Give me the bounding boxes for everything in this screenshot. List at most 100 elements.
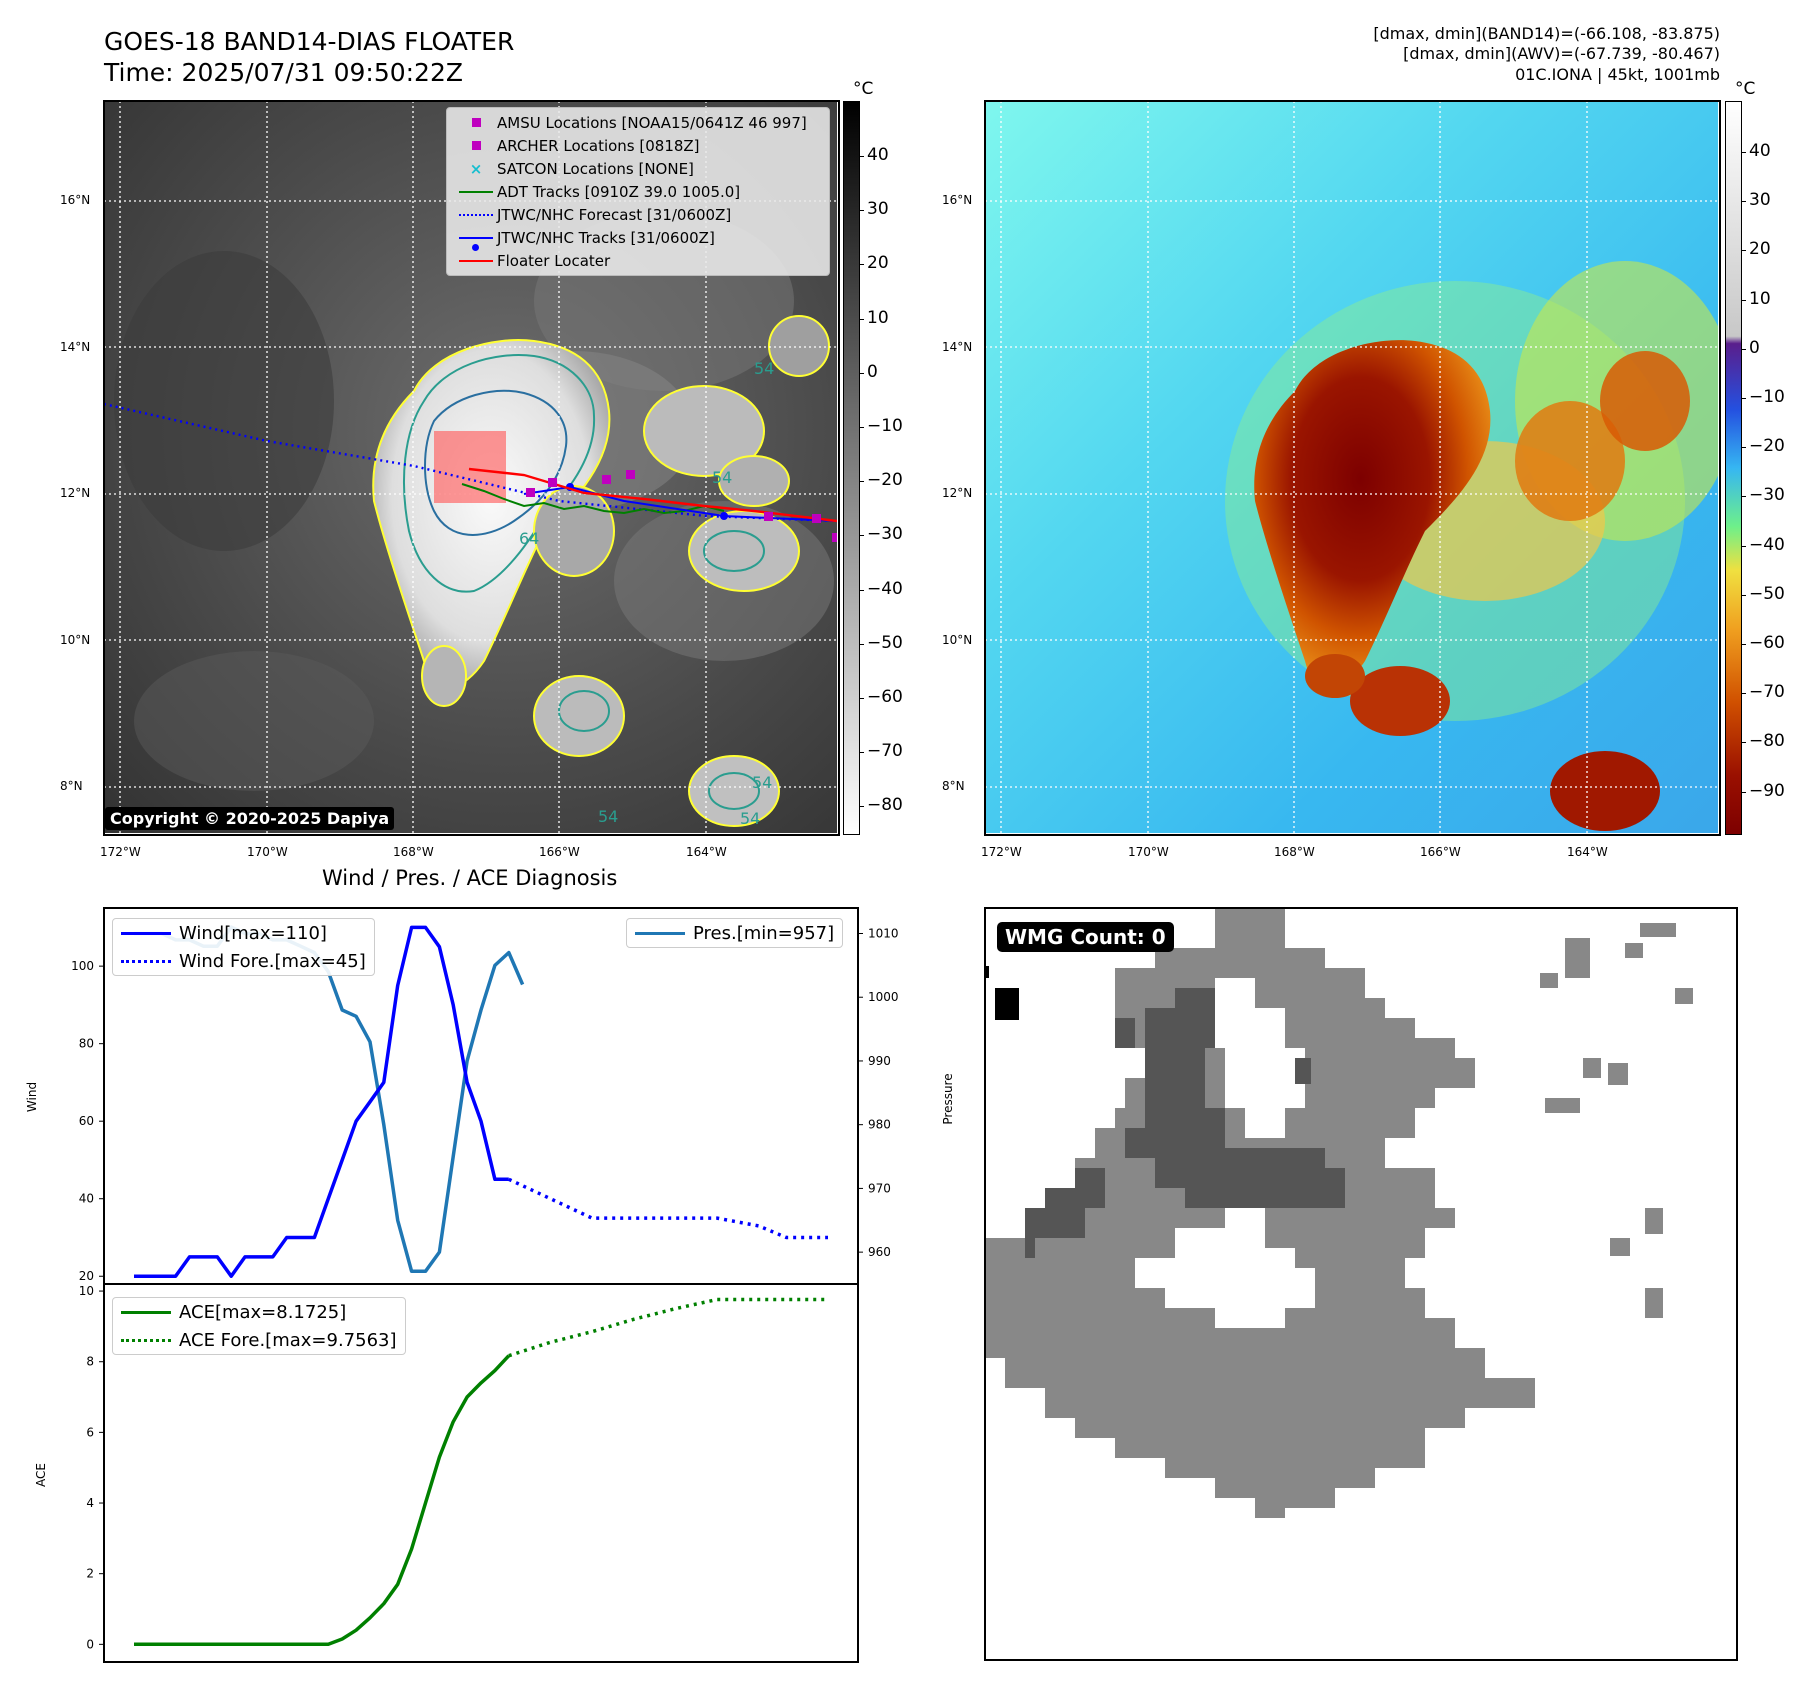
wind-tick-label: 80 bbox=[79, 1037, 94, 1051]
awv-colorbar-unit: °C bbox=[1735, 79, 1756, 99]
awv-colorbar-tick-label: −60 bbox=[1749, 633, 1785, 653]
figure-title: GOES-18 BAND14-DIAS FLOATER bbox=[104, 27, 515, 56]
contour-label: 54 bbox=[754, 359, 775, 378]
ace-forecast-line bbox=[508, 1297, 828, 1358]
ir-colorbar-tick-mark bbox=[859, 535, 864, 537]
x-marker-icon: × bbox=[469, 159, 483, 178]
ir-colorbar-tick-label: 0 bbox=[867, 361, 878, 382]
awv-colorbar-tick-label: −10 bbox=[1749, 387, 1785, 407]
square-marker-icon bbox=[471, 141, 481, 150]
contour-label: 64 bbox=[519, 529, 540, 548]
ir-colorbar-tick-mark bbox=[859, 210, 864, 212]
ir-lon-label: 164°W bbox=[686, 845, 727, 859]
awv-colorbar-tick-mark bbox=[1741, 693, 1746, 695]
ace-tick-label: 10 bbox=[79, 1284, 94, 1298]
wind-line bbox=[134, 925, 509, 1278]
awv-colorbar-tick-mark bbox=[1741, 152, 1746, 153]
line-icon bbox=[635, 931, 685, 935]
amsu-markers bbox=[526, 470, 841, 542]
legend-item-ace-forecast: ACE Fore.[max=9.7563] bbox=[113, 1326, 405, 1354]
awv-colorbar-tick-mark bbox=[1741, 594, 1746, 596]
ir-lon-label: 172°W bbox=[100, 845, 141, 859]
legend-item-jtwc: JTWC/NHC Tracks [31/0600Z] bbox=[447, 226, 829, 251]
awv-lat-label: 10°N bbox=[942, 633, 973, 647]
line-dot-icon bbox=[459, 236, 493, 239]
ir-colorbar-tick-label: −30 bbox=[867, 524, 903, 545]
ir-colorbar-tick-mark bbox=[859, 264, 864, 266]
ir-colorbar-tick-mark bbox=[859, 806, 864, 808]
floater-line bbox=[468, 467, 838, 523]
stats-awv: [dmax, dmin](AWV)=(-67.739, -80.467) bbox=[1403, 44, 1720, 63]
legend-item-satcon: × SATCON Locations [NONE] bbox=[469, 159, 694, 178]
awv-colorbar-tick-mark bbox=[1741, 742, 1746, 744]
ace-tick-label: 4 bbox=[86, 1496, 94, 1510]
contour-label: 54 bbox=[740, 809, 761, 828]
awv-colorbar-tick-mark bbox=[1741, 496, 1746, 498]
ir-colorbar-tick-label: −80 bbox=[867, 795, 903, 816]
ace-tick-label: 0 bbox=[86, 1637, 94, 1651]
ir-colorbar-unit: °C bbox=[853, 79, 874, 99]
ir-colorbar-tick-mark bbox=[859, 643, 864, 645]
ace-legend: ACE[max=8.1725] ACE Fore.[max=9.7563] bbox=[112, 1297, 406, 1355]
line-icon bbox=[459, 190, 493, 193]
stats-band14: [dmax, dmin](BAND14)=(-66.108, -83.875) bbox=[1373, 24, 1720, 43]
legend-item-amsu: AMSU Locations [NOAA15/0641Z 46 997] bbox=[447, 111, 829, 134]
dotted-line-icon bbox=[459, 213, 493, 216]
ir-colorbar-tick-label: 10 bbox=[867, 307, 889, 328]
legend-item-adt: ADT Tracks [0910Z 39.0 1005.0] bbox=[447, 180, 829, 203]
wmg-count-badge: WMG Count: 0 bbox=[997, 922, 1174, 952]
ir-lat-label: 16°N bbox=[60, 193, 91, 207]
awv-lon-label: 166°W bbox=[1420, 845, 1461, 859]
ir-lon-label: 168°W bbox=[393, 845, 434, 859]
awv-colorbar-tick-label: −20 bbox=[1749, 436, 1785, 457]
wind-tick-label: 20 bbox=[79, 1269, 94, 1283]
wmg-pixels-dark bbox=[1025, 988, 1345, 1258]
ace-axis-label: ACE bbox=[34, 1463, 48, 1487]
awv-colorbar-tick-label: −50 bbox=[1749, 583, 1785, 604]
ir-lon-label: 166°W bbox=[539, 845, 580, 859]
ir-legend: AMSU Locations [NOAA15/0641Z 46 997] ARC… bbox=[446, 107, 830, 276]
pressure-tick-label: 990 bbox=[868, 1054, 891, 1068]
ir-colorbar-tick-mark bbox=[859, 427, 864, 428]
awv-lat-label: 14°N bbox=[942, 340, 973, 354]
forecast-track bbox=[103, 402, 838, 523]
pressure-line bbox=[134, 925, 525, 1274]
adt-track bbox=[461, 483, 725, 515]
storm-info: 01C.IONA | 45kt, 1001mb bbox=[1515, 65, 1720, 84]
square-marker-icon bbox=[471, 118, 481, 127]
awv-colorbar-tick-mark bbox=[1741, 250, 1746, 252]
pressure-tick-label: 970 bbox=[868, 1181, 891, 1195]
awv-colorbar-tick-mark bbox=[1741, 398, 1746, 399]
floater-box bbox=[434, 431, 506, 503]
awv-colorbar-tick-label: −70 bbox=[1749, 682, 1785, 703]
ir-lat-label: 8°N bbox=[60, 779, 83, 793]
ir-lat-label: 14°N bbox=[60, 340, 91, 354]
awv-map-svg bbox=[985, 101, 1735, 833]
pressure-tick-label: 980 bbox=[868, 1118, 891, 1132]
ace-tick-label: 8 bbox=[86, 1355, 94, 1369]
jtwc-track bbox=[523, 485, 838, 522]
legend-item-forecast: JTWC/NHC Forecast [31/0600Z] bbox=[447, 203, 829, 226]
wind-forecast-line bbox=[508, 1177, 828, 1240]
dotted-line-icon bbox=[121, 959, 171, 963]
ace-tick-label: 6 bbox=[86, 1425, 94, 1439]
awv-colorbar-tick-mark bbox=[1741, 545, 1746, 547]
diagnosis-chart: 20 40 60 80 100 960 970 980 990 1000 1010 0 2 4 6 8 10 bbox=[71, 907, 899, 1663]
ir-colorbar-tick-mark bbox=[859, 752, 864, 754]
wind-tick-label: 40 bbox=[79, 1192, 94, 1206]
awv-lon-label: 168°W bbox=[1274, 845, 1315, 859]
ir-colorbar-tick-label: −60 bbox=[867, 687, 903, 707]
awv-lat-label: 16°N bbox=[942, 193, 973, 207]
awv-colorbar bbox=[1725, 101, 1742, 835]
pressure-tick-label: 1010 bbox=[868, 926, 899, 940]
legend-item-archer: ARCHER Locations [0818Z] bbox=[447, 134, 829, 157]
awv-colorbar-tick-label: 40 bbox=[1749, 141, 1771, 161]
ir-colorbar-tick-label: −50 bbox=[867, 632, 903, 653]
awv-colorbar-tick-mark bbox=[1741, 201, 1746, 203]
awv-colorbar-tick-label: −80 bbox=[1749, 731, 1785, 752]
wmg-holes bbox=[1135, 978, 1455, 1328]
wmg-black-pixel bbox=[995, 988, 1019, 1020]
ir-lat-label: 10°N bbox=[60, 633, 91, 647]
pressure-legend: Pres.[min=957] bbox=[626, 918, 844, 948]
awv-colorbar-tick-mark bbox=[1741, 348, 1746, 350]
